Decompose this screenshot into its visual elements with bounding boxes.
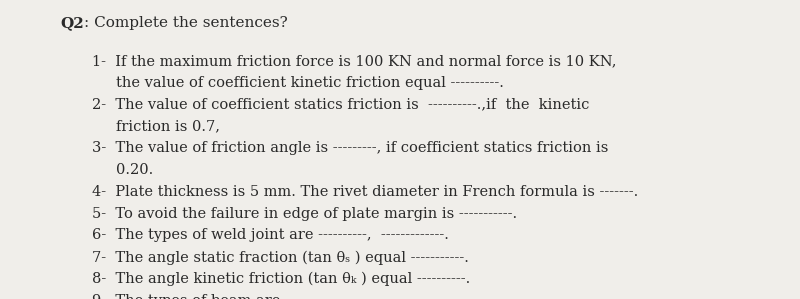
Text: 6-  The types of weld joint are ----------,  -------------.: 6- The types of weld joint are ---------… [92,228,449,242]
Text: 4-  Plate thickness is 5 mm. The rivet diameter in French formula is -------.: 4- Plate thickness is 5 mm. The rivet di… [92,185,638,199]
Text: 0.20.: 0.20. [116,163,154,177]
Text: 9-  The types of beam are -------, ----------,  ------------.: 9- The types of beam are -------, ------… [92,294,454,299]
Text: the value of coefficient kinetic friction equal ----------.: the value of coefficient kinetic frictio… [116,76,504,90]
Text: 1-  If the maximum friction force is 100 KN and normal force is 10 KN,: 1- If the maximum friction force is 100 … [92,54,617,68]
Text: Q2: Q2 [60,16,84,30]
Text: 7-  The angle static fraction (tan θₛ ) equal -----------.: 7- The angle static fraction (tan θₛ ) e… [92,250,469,265]
Text: 5-  To avoid the failure in edge of plate margin is -----------.: 5- To avoid the failure in edge of plate… [92,207,517,221]
Text: 8-  The angle kinetic friction (tan θₖ ) equal ----------.: 8- The angle kinetic friction (tan θₖ ) … [92,272,470,286]
Text: 3-  The value of friction angle is ---------, if coefficient statics friction is: 3- The value of friction angle is ------… [92,141,608,155]
Text: 2-  The value of coefficient statics friction is  ----------.,if  the  kinetic: 2- The value of coefficient statics fric… [92,97,590,112]
Text: : Complete the sentences?: : Complete the sentences? [84,16,288,30]
Text: friction is 0.7,: friction is 0.7, [116,119,220,133]
